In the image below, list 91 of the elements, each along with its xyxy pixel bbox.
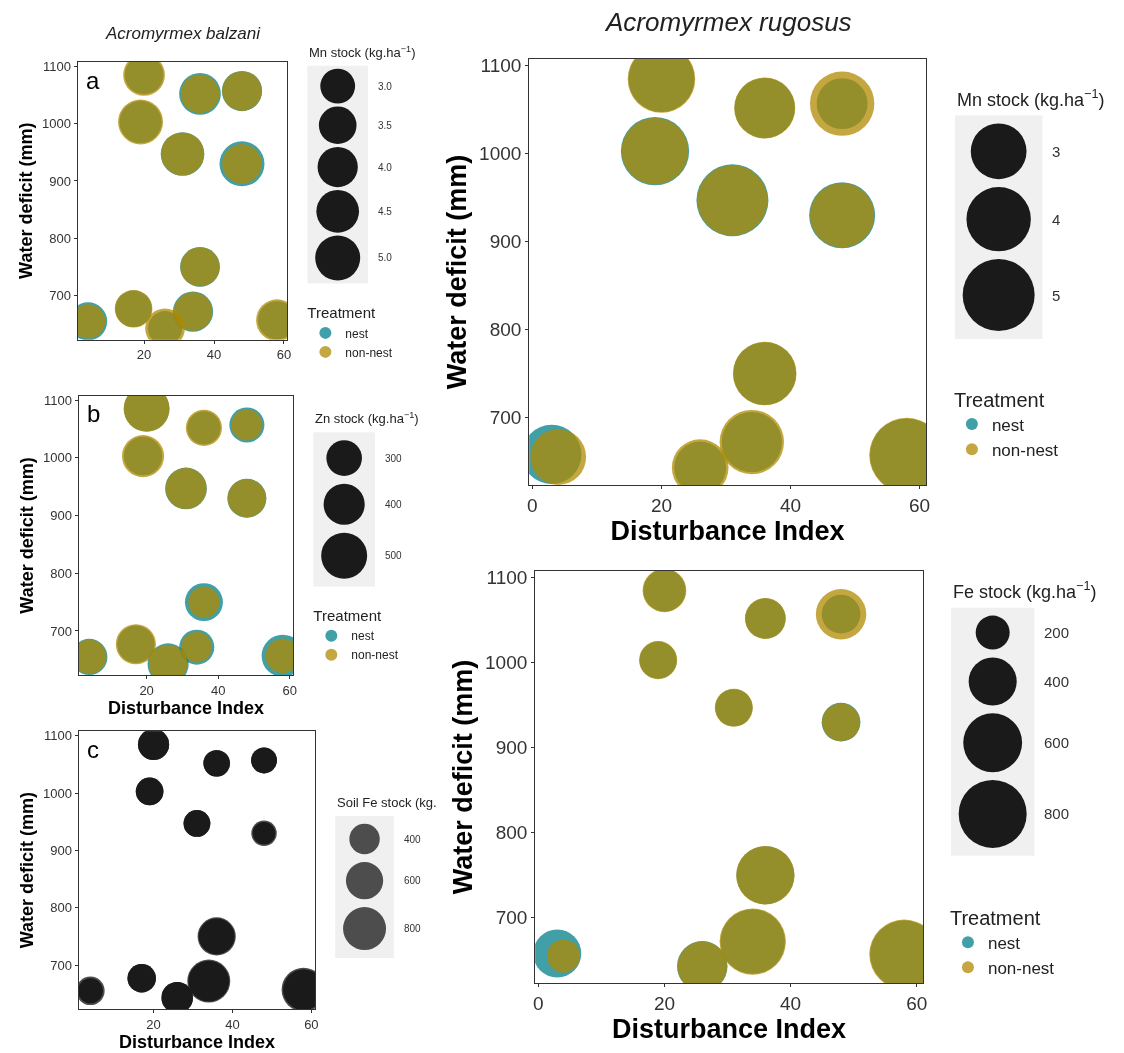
y-tick-label: 900 (495, 737, 528, 759)
y-tick-label: 900 (49, 173, 71, 189)
x-tick-label: 60 (906, 993, 928, 1015)
x-tick-label: 20 (136, 347, 152, 363)
y-tick-label: 1100 (43, 58, 71, 74)
text: Mn stock (kg.ha$^{−1}$) (309, 44, 416, 61)
x-axis-title: Disturbance Index (118, 1031, 275, 1052)
legend-label: 4 (1052, 211, 1061, 228)
legend-title: Treatment (953, 388, 1045, 411)
y-tick-label: 700 (495, 907, 528, 929)
x-tick-label: 20 (650, 494, 673, 516)
x-tick-label: 60 (304, 1016, 319, 1032)
legend-label: non-nest (345, 345, 393, 360)
legend-title: Treatment (313, 607, 382, 625)
annotation: a (86, 67, 100, 94)
legend-label: 400 (385, 499, 403, 510)
legend-label: 3.5 (378, 120, 393, 131)
text: Soil Fe stock (kg. (337, 795, 437, 810)
x-tick-label: 40 (780, 993, 802, 1015)
x-axis-title: Disturbance Index (107, 698, 265, 719)
text: Fe stock (kg.ha$^{−1}$) (953, 579, 1097, 602)
legend-title: Treatment (307, 304, 376, 322)
legend-label: 5.0 (378, 252, 393, 263)
y-tick-label: 800 (50, 900, 72, 916)
x-tick-label: 60 (282, 683, 298, 699)
y-axis-title: Water deficit (mm) (17, 792, 38, 949)
y-tick-label: 800 (49, 230, 71, 246)
legend-label: non-nest (991, 440, 1059, 460)
y-axis-title: Water deficit (mm) (16, 122, 37, 279)
y-axis-title: Water deficit (mm) (448, 659, 479, 895)
legend-label: 4.5 (378, 206, 393, 217)
x-tick-label: 0 (533, 993, 544, 1015)
legend-label: non-nest (351, 648, 399, 663)
legend-label: 800 (404, 923, 422, 934)
x-tick-label: 20 (653, 993, 676, 1015)
y-tick-label: 1100 (480, 55, 522, 77)
legend-label: 4.0 (378, 162, 393, 173)
legend-label: 3.0 (378, 81, 393, 92)
y-tick-label: 800 (489, 319, 522, 341)
y-tick-label: 1100 (486, 567, 528, 589)
x-axis-title: Disturbance Index (610, 515, 845, 546)
legend-label: 800 (1044, 805, 1070, 822)
x-tick-label: 40 (206, 347, 222, 363)
x-axis-title: Disturbance Index (612, 1014, 847, 1045)
x-tick-label: 40 (779, 494, 802, 516)
y-tick-label: 900 (489, 231, 522, 253)
legend-label: nest (345, 326, 369, 341)
legend-title: Treatment (949, 906, 1041, 929)
y-tick-label: 800 (495, 822, 528, 844)
y-tick-label: 800 (50, 565, 72, 581)
legend-label: 500 (385, 550, 403, 561)
y-tick-label: 1000 (485, 652, 528, 674)
legend-label: nest (351, 629, 375, 644)
y-tick-label: 700 (50, 623, 72, 639)
text: Zn stock (kg.ha$^{−1}$) (315, 410, 419, 427)
legend-label: 3 (1052, 143, 1061, 160)
x-tick-label: 40 (225, 1016, 240, 1032)
legend-label: nest (987, 933, 1021, 953)
y-tick-label: 900 (50, 842, 72, 858)
x-tick-label: 60 (276, 347, 292, 363)
y-tick-label: 1100 (44, 392, 72, 408)
legend-label: 400 (404, 834, 422, 845)
y-axis-title: Water deficit (mm) (17, 457, 38, 614)
legend-label: 400 (1044, 673, 1070, 690)
x-tick-label: 0 (527, 494, 538, 516)
x-tick-label: 60 (909, 494, 931, 516)
chart-title: Acromyrmex rugosus (604, 7, 852, 37)
x-tick-label: 20 (139, 683, 154, 699)
legend-label: non-nest (987, 958, 1055, 978)
y-tick-label: 1100 (44, 728, 72, 744)
legend-label: 600 (404, 875, 422, 886)
y-tick-label: 1000 (43, 785, 72, 801)
y-tick-label: 700 (50, 957, 72, 973)
y-tick-label: 1000 (42, 116, 71, 132)
annotation: c (87, 736, 99, 763)
y-axis-title: Water deficit (mm) (442, 154, 473, 390)
legend-label: 600 (1044, 734, 1070, 751)
y-tick-label: 1000 (43, 450, 72, 466)
chart-title: Acromyrmex balzani (105, 24, 262, 43)
y-tick-label: 900 (50, 508, 72, 524)
text: Mn stock (kg.ha$^{−1}$) (957, 87, 1105, 110)
legend-label: nest (991, 415, 1025, 435)
x-tick-label: 40 (211, 683, 226, 699)
annotation: b (87, 400, 101, 427)
legend-label: 300 (385, 453, 403, 464)
x-tick-label: 20 (146, 1016, 161, 1032)
legend-label: 5 (1052, 287, 1061, 304)
y-tick-label: 1000 (479, 143, 522, 165)
y-tick-label: 700 (49, 288, 71, 304)
y-tick-label: 700 (489, 407, 522, 429)
legend-label: 200 (1044, 624, 1070, 641)
